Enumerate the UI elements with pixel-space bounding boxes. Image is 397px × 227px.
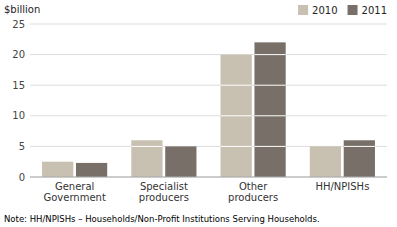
y-tick-label: 20 [12,49,25,60]
y-tick-label: 10 [12,110,25,121]
bar-division [221,85,252,86]
bar-division [254,54,285,55]
bar [310,146,341,177]
bar-division [344,146,375,147]
legend: 2011 2010 [298,5,387,16]
x-tick-label: GeneralGovernment [43,181,105,203]
grid-line [30,85,387,86]
y-tick-label: 15 [12,80,25,91]
grid [30,24,387,177]
x-tick-label: Otherproducers [228,181,278,203]
y-tick-label: 5 [19,141,25,152]
bar-division [254,146,285,147]
y-tick-label: 25 [12,19,25,30]
grid-line [30,177,387,178]
bar [221,55,252,177]
note: Note: HH/NPISHs – Households/Non-Profit … [4,214,320,224]
legend-swatch [298,5,308,15]
x-tick-label: HH/NPISHs [315,181,369,192]
grid-line [30,24,387,25]
bar [131,140,162,177]
bar-division [254,85,285,86]
bar-division [221,115,252,116]
bar [76,163,107,177]
bar [165,146,196,177]
bar [42,162,73,177]
bar-division [131,146,162,147]
bar [344,140,375,177]
x-axis-line [30,177,387,178]
grid-line [30,115,387,116]
legend-label: 2010 [312,5,337,16]
legend-swatch [348,5,358,15]
y-tick-label: 0 [19,172,25,183]
bar-division [221,146,252,147]
bars [42,42,375,177]
grid-line [30,54,387,55]
y-axis-label: $billion [4,4,40,15]
legend-label: 2011 [362,5,387,16]
bar-division [254,115,285,116]
bar [254,42,285,177]
chart: 0 5 10 15 20 25 GeneralGovernment Specialistpro… [0,0,397,227]
x-tick-label: Specialistproducers [139,181,189,203]
